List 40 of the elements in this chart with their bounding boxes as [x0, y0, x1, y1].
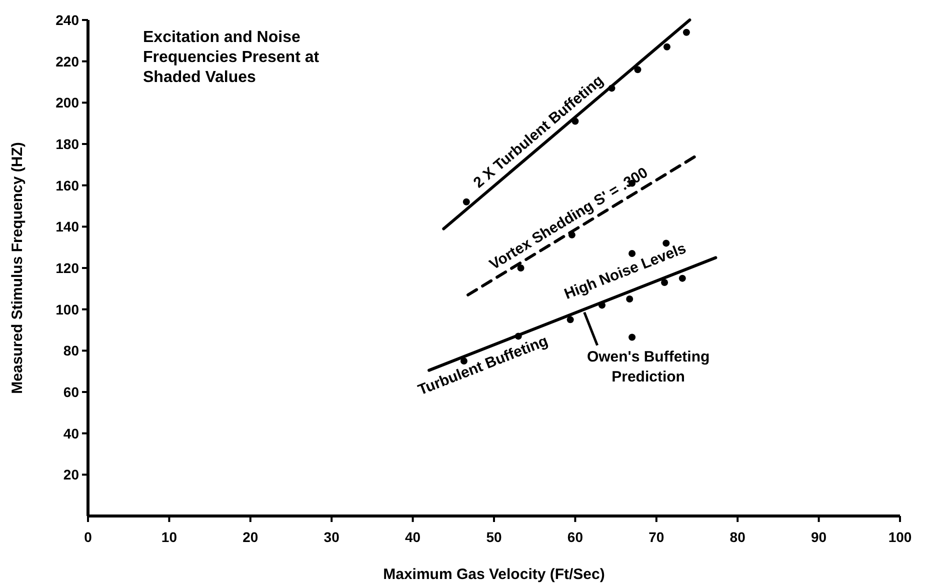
point: [566, 316, 574, 324]
x-tick-label: 100: [888, 529, 912, 545]
point: [626, 296, 634, 302]
point: [678, 274, 686, 282]
point: [663, 43, 670, 50]
point: [608, 84, 616, 92]
y-tick-label: 180: [56, 136, 80, 152]
x-tick-label: 70: [648, 529, 664, 545]
annotation: Excitation and Noise Frequencies Present at Shaded Values: [143, 29, 320, 86]
x-tick-label: 30: [324, 529, 340, 545]
y-tick-label: 100: [56, 301, 80, 318]
x-tick-label: 50: [486, 529, 502, 545]
y-tick-label: 120: [56, 260, 80, 276]
y-tick-label: 80: [63, 342, 80, 359]
point: [628, 250, 636, 258]
x-tick-label: 10: [161, 529, 178, 545]
x-tick-label: 0: [84, 529, 92, 545]
y-tick-label: 220: [56, 53, 80, 70]
point: [628, 334, 636, 341]
point: [634, 66, 642, 74]
y-tick-label: 60: [63, 384, 80, 400]
y-tick-label: 200: [56, 94, 80, 111]
x-tick-label: 60: [567, 529, 584, 545]
x-tick-label: 90: [811, 529, 827, 545]
y-axis-title: Measured Stimulus Frequency (HZ): [9, 142, 26, 394]
point: [598, 302, 606, 309]
x-tick-label: 40: [405, 529, 421, 545]
x-tick-label: 80: [730, 529, 746, 545]
point: [661, 278, 668, 286]
y-tick-label: 20: [63, 466, 80, 483]
annotation: High Noise Levels: [562, 240, 689, 303]
x-tick-label: 20: [242, 529, 258, 545]
annotation: Owen's Buffeting Prediction: [586, 348, 710, 386]
y-tick-label: 160: [56, 177, 80, 194]
y-tick-label: 40: [63, 425, 80, 442]
x-axis-title: Maximum Gas Velocity (Ft/Sec): [383, 566, 605, 583]
y-tick-label: 140: [56, 218, 80, 235]
point: [462, 198, 470, 206]
y-tick-label: 240: [56, 12, 80, 28]
point: [682, 28, 690, 36]
